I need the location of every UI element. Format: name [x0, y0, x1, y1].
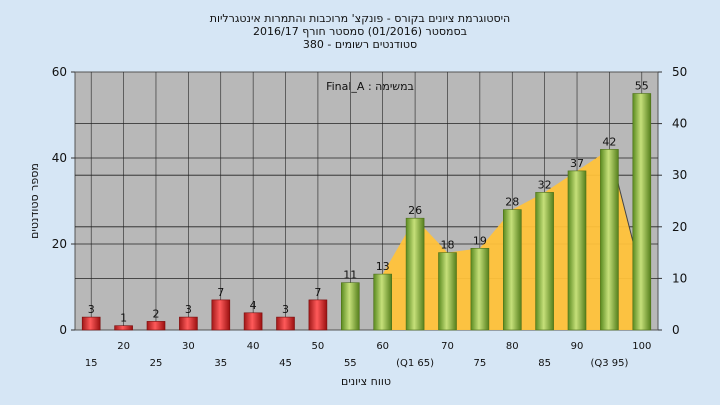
- bar-value-label: 4: [250, 299, 257, 312]
- histogram-bar: [211, 299, 231, 331]
- x-axis-tick-label: 20: [117, 341, 130, 352]
- bar-value-label: 26: [408, 204, 422, 217]
- bar-value-label: 7: [217, 286, 224, 299]
- histogram-bar: [502, 209, 522, 331]
- bar-value-label: 32: [538, 178, 552, 191]
- y2-axis-tick-label: 40: [672, 117, 687, 131]
- x-axis-tick-label: 90: [571, 341, 584, 352]
- bar-value-label: 3: [282, 303, 289, 316]
- histogram-bar: [340, 282, 360, 331]
- histogram-bar: [438, 252, 457, 331]
- x-axis-tick-label: (Q1 65): [396, 358, 434, 369]
- x-axis-tick-label: 40: [247, 341, 260, 352]
- bar-value-label: 28: [505, 196, 519, 209]
- chart-subtitle: במשימה : Final_A: [326, 80, 414, 93]
- y2-axis-tick-label: 0: [672, 323, 680, 337]
- y-axis-tick-label: 40: [52, 151, 67, 165]
- x-axis-tick-label: 45: [279, 358, 292, 369]
- bar-value-label: 3: [88, 303, 95, 316]
- histogram-bar: [243, 312, 263, 331]
- bar-value-label: 2: [152, 307, 159, 320]
- bar-value-label: 1: [120, 312, 127, 325]
- x-axis-tick-label: 30: [182, 341, 195, 352]
- x-axis-title: טווח ציונים: [341, 375, 391, 388]
- bar-value-label: 7: [314, 286, 321, 299]
- x-axis-tick-label: 55: [344, 358, 357, 369]
- y-axis-title: מספר סטודנטים: [28, 163, 41, 239]
- bar-value-label: 18: [440, 239, 454, 252]
- histogram-bar: [81, 316, 101, 331]
- histogram-bar: [600, 149, 619, 331]
- bar-value-label: 19: [473, 234, 487, 247]
- x-axis-tick-label: 75: [473, 358, 486, 369]
- histogram-bar: [405, 217, 425, 331]
- y2-axis-tick-label: 20: [672, 220, 687, 234]
- bar-value-label: 37: [570, 157, 584, 170]
- histogram-bar: [114, 325, 133, 331]
- bar-value-label: 13: [376, 260, 390, 273]
- chart-title-line-3: סטודנטים רשומים - 380: [302, 38, 418, 51]
- histogram-bar: [535, 192, 554, 331]
- x-axis-tick-label: 100: [632, 341, 651, 352]
- histogram-bar: [373, 273, 393, 331]
- chart-title-line-2: בסמסטר (01/2016) סמסטר חורף 2016/17: [253, 25, 467, 38]
- x-axis-tick-label: 35: [214, 358, 227, 369]
- bar-value-label: 11: [343, 269, 357, 282]
- histogram-bar: [308, 299, 328, 331]
- y2-axis-tick-label: 10: [672, 271, 687, 285]
- histogram-bar: [146, 321, 166, 331]
- histogram-bar: [179, 316, 198, 331]
- x-axis-tick-label: 25: [150, 358, 163, 369]
- x-axis-tick-label: 70: [441, 341, 454, 352]
- bar-value-label: 55: [635, 80, 649, 93]
- x-axis-tick-label: 85: [538, 358, 551, 369]
- y-axis-tick-label: 0: [59, 323, 67, 337]
- bar-value-label: 42: [602, 135, 616, 148]
- histogram-bar: [632, 93, 652, 331]
- x-axis-tick-label: 60: [376, 341, 389, 352]
- chart-title-line-1: היסטוגרמת ציונים בקורס - פונקצ' מרוכבות …: [209, 12, 511, 25]
- y2-axis-tick-label: 50: [672, 65, 687, 79]
- x-axis-tick-label: 15: [85, 358, 98, 369]
- x-axis-tick-label: 80: [506, 341, 519, 352]
- histogram-bar: [276, 316, 295, 331]
- histogram-bar: [470, 248, 490, 331]
- histogram-bar: [567, 170, 587, 331]
- x-axis-tick-label: 50: [312, 341, 325, 352]
- bar-value-label: 3: [185, 303, 192, 316]
- y-axis-tick-label: 60: [52, 65, 67, 79]
- x-axis-tick-label: (Q3 95): [590, 358, 628, 369]
- y2-axis-tick-label: 30: [672, 168, 687, 182]
- y-axis-tick-label: 20: [52, 237, 67, 251]
